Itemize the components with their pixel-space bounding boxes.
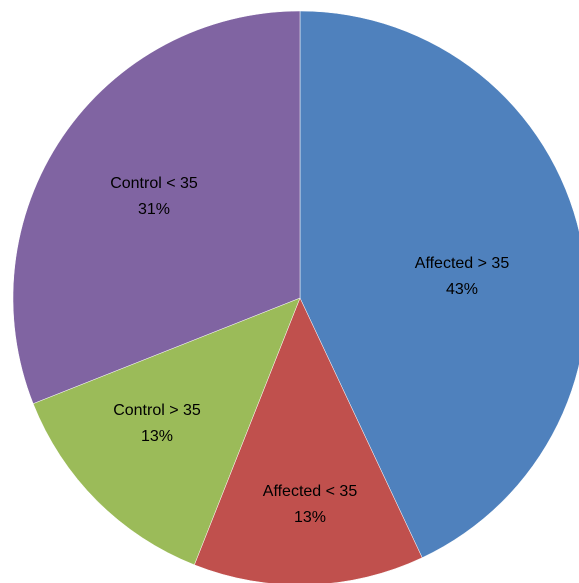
pie-slice-1 [194,297,423,583]
pie-slices [12,10,579,583]
slice-value-label: 43% [446,281,478,298]
pie-slice-2 [32,297,301,566]
pie-labels: Affected > 35 43%Affected < 35 13%Control … [110,175,509,526]
slice-value-label: 13% [141,428,173,445]
slice-category-label: Control < 35 [110,175,198,192]
slice-label-3: Control < 35 31% [110,175,198,218]
slice-value-label: 31% [138,201,170,218]
slice-category-label: Control > 35 [113,402,201,419]
pie-slice-3 [12,10,301,404]
slice-label-2: Control > 35 13% [113,402,201,445]
slice-value-label: 13% [294,509,326,526]
slice-label-0: Affected > 35 43% [415,255,510,298]
slice-category-label: Affected > 35 [415,255,510,272]
slice-label-1: Affected < 35 13% [263,483,358,526]
slice-category-label: Affected < 35 [263,483,358,500]
pie-slice-0 [299,10,579,559]
